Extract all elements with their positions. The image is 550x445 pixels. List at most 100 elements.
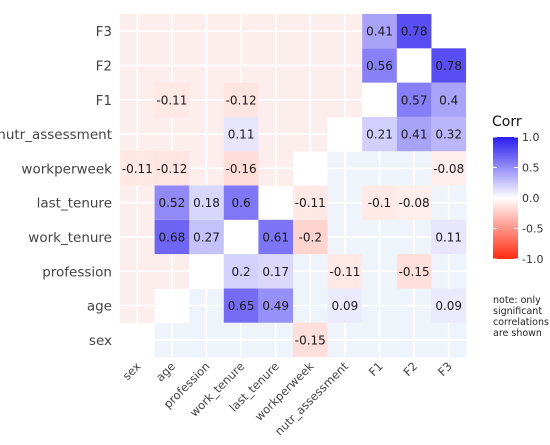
cell-value-label: -0.1 (368, 196, 391, 210)
y-tick-label: work_tenure (28, 230, 112, 246)
cell-value-label: 0.49 (262, 299, 289, 313)
heatmap-cell: 0.41 (362, 14, 397, 49)
note-line: are shown (493, 328, 542, 339)
cell-value-label: -0.08 (399, 196, 430, 210)
heatmap-cell-rect (396, 116, 432, 152)
heatmap-cell: -0.1 (362, 185, 397, 220)
heatmap-cell-rect (154, 151, 190, 186)
y-tick-label: sex (89, 333, 112, 349)
heatmap-cell: 0.56 (362, 48, 397, 83)
cell-value-label: 0.17 (262, 265, 289, 279)
heatmap-cell-rect (120, 151, 155, 186)
heatmap-cell: 0.18 (189, 185, 224, 220)
heatmap-cell: -0.15 (396, 254, 432, 289)
heatmap-cell: -0.11 (154, 82, 190, 117)
y-tick-label: nutr_assessment (0, 127, 112, 143)
cell-value-label: 0.57 (401, 93, 428, 107)
heatmap-cell: 0.2 (223, 254, 259, 289)
y-tick-label: profession (42, 264, 112, 280)
heatmap-cell: 0.32 (431, 116, 466, 152)
cell-value-label: 0.61 (262, 230, 289, 244)
legend-tick-label: 0.0 (522, 192, 540, 205)
heatmap-cell-rect (258, 219, 293, 255)
heatmap-cell-rect (431, 48, 466, 83)
y-tick-label: workperweek (21, 161, 112, 177)
heatmap-cell: -0.2 (293, 219, 328, 255)
cell-value-label: -0.11 (156, 93, 187, 107)
legend-title: Corr (492, 114, 522, 130)
cell-value-label: 0.32 (435, 128, 462, 142)
cell-value-label: 0.41 (401, 128, 428, 142)
cell-value-label: -0.15 (399, 265, 430, 279)
heatmap-cell-rect (431, 151, 466, 186)
heatmap-cell: 0.78 (396, 14, 432, 49)
heatmap-cell: -0.15 (293, 322, 328, 357)
cell-value-label: 0.65 (228, 299, 255, 313)
heatmap-cell-rect (293, 322, 328, 357)
heatmap-cell-rect (293, 219, 328, 255)
heatmap-cell: -0.08 (431, 151, 466, 186)
heatmap-cell: 0.4 (431, 82, 466, 117)
y-tick-label: F2 (96, 58, 112, 74)
heatmap-cell-rect (431, 219, 466, 255)
heatmap-cell: 0.57 (396, 82, 432, 117)
heatmap-cell-rect (154, 219, 190, 255)
heatmap-cell-rect (431, 116, 466, 152)
note-line: correlations (493, 317, 549, 328)
cell-value-label: 0.56 (366, 59, 393, 73)
heatmap-cell-rect (223, 151, 259, 186)
cell-value-label: -0.12 (226, 93, 257, 107)
cell-value-label: -0.15 (295, 333, 326, 347)
heatmap-cell: 0.68 (154, 219, 190, 255)
cell-value-label: -0.2 (299, 230, 322, 244)
heatmap-cell: -0.16 (223, 151, 259, 186)
heatmap-cell-rect (431, 288, 466, 323)
legend-colorbar (493, 137, 518, 259)
cell-value-label: 0.41 (366, 25, 393, 39)
y-tick-label: F3 (96, 24, 112, 40)
heatmap-cell-rect (362, 116, 397, 152)
legend-tick-label: 0.5 (522, 162, 540, 175)
cell-value-label: -0.08 (433, 162, 464, 176)
heatmap-cell-rect (154, 185, 190, 220)
note-line: significant (493, 306, 543, 317)
heatmap-cell: -0.11 (293, 185, 328, 220)
heatmap-cell-rect (396, 254, 432, 289)
heatmap-cell-rect (258, 254, 293, 289)
legend-tick-label: -0.5 (522, 223, 543, 236)
heatmap-cell: -0.12 (154, 151, 190, 186)
cell-value-label: 0.09 (435, 299, 462, 313)
cell-value-label: -0.11 (295, 196, 326, 210)
heatmap-cells: -0.15 0.65 0.49 0.09 0.09 0.2 0.17 -0.11 -0.15 0.… (120, 14, 466, 357)
heatmap-cell-rect (293, 185, 328, 220)
heatmap-cell-rect (362, 185, 397, 220)
heatmap-cell: 0.27 (189, 219, 224, 255)
heatmap-cell-rect (396, 14, 432, 49)
cell-value-label: 0.4 (439, 93, 458, 107)
heatmap-cell: 0.78 (431, 48, 466, 83)
heatmap-cell: -0.08 (396, 185, 432, 220)
heatmap-cell-rect (362, 14, 397, 49)
heatmap-cell-rect (189, 185, 224, 220)
x-tick-label: F3 (435, 359, 455, 379)
significance-note: note: only significant correlations are … (493, 295, 550, 339)
cell-value-label: 0.11 (435, 230, 462, 244)
cell-value-label: 0.27 (193, 230, 220, 244)
x-tick-label: age (153, 359, 178, 384)
heatmap-cell: 0.41 (396, 116, 432, 152)
heatmap-cell-rect (362, 48, 397, 83)
heatmap-cell: 0.21 (362, 116, 397, 152)
cell-value-label: 0.52 (159, 196, 186, 210)
x-tick-label: F1 (366, 359, 386, 379)
heatmap-cell-rect (223, 185, 259, 220)
cell-value-label: -0.12 (156, 162, 187, 176)
cell-value-label: 0.21 (366, 128, 393, 142)
cell-value-label: 0.68 (159, 230, 186, 244)
legend-tick-label: -1.0 (522, 253, 543, 266)
heatmap-cell-rect (223, 254, 259, 289)
cell-value-label: -0.16 (226, 162, 257, 176)
cell-value-label: 0.18 (193, 196, 220, 210)
heatmap-cell: 0.65 (223, 288, 259, 323)
x-tick-label: sex (120, 359, 144, 383)
